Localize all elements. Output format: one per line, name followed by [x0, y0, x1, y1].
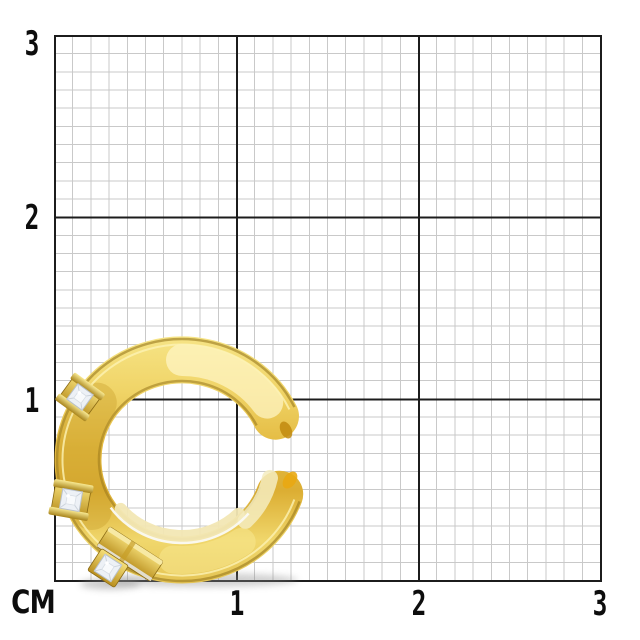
gold-ear-cuff-image	[48, 336, 304, 590]
crystal-stone-lower	[87, 548, 129, 588]
lower-tip-accent	[282, 471, 298, 489]
upper-tip-accent	[279, 421, 293, 439]
y-axis-label-2: 2	[24, 198, 40, 238]
crystal-stone-upper	[55, 372, 105, 422]
x-axis-label-1: 1	[229, 584, 245, 624]
crystal-stone-middle	[48, 479, 94, 521]
x-axis-label-2: 2	[411, 584, 427, 624]
y-axis-label-3: 3	[24, 24, 40, 64]
unit-label: СМ	[11, 583, 56, 621]
y-axis-label-1: 1	[24, 381, 40, 421]
stepped-mount-bar	[96, 526, 164, 582]
measurement-grid	[54, 35, 602, 582]
x-axis-label-3: 3	[592, 584, 608, 624]
